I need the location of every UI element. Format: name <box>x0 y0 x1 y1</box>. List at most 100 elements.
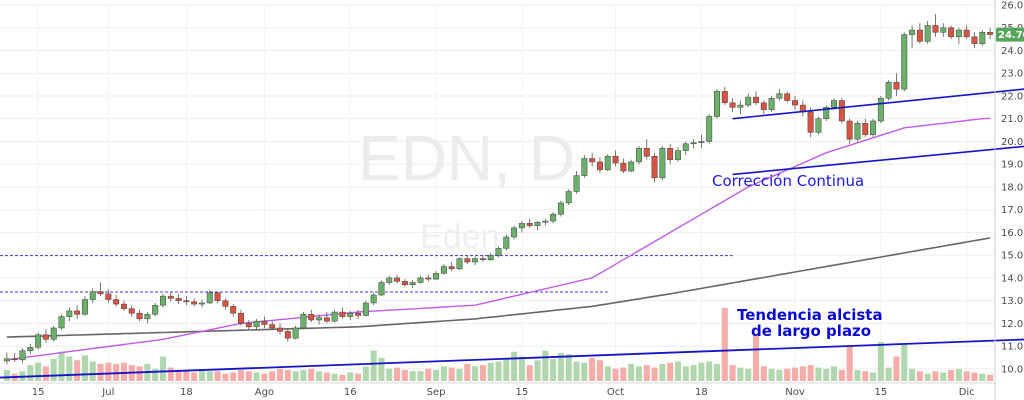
annotation-trend-line1: Tendencia alcista <box>737 306 883 324</box>
candle-body <box>191 301 198 305</box>
volume-bar <box>534 360 541 381</box>
volume-bar <box>323 372 330 381</box>
volume-bar <box>152 368 159 381</box>
y-tick-label: 20.00 <box>1001 137 1024 148</box>
candle-body <box>753 96 759 104</box>
volume-bar <box>433 370 440 381</box>
candle-body <box>768 98 775 110</box>
candle-body <box>74 310 81 315</box>
volume-bar <box>885 367 892 381</box>
candle <box>940 23 947 37</box>
candle-body <box>284 331 291 339</box>
volume-bar <box>159 356 167 381</box>
short-moving-average <box>6 117 991 361</box>
volume-bar <box>729 365 736 381</box>
candle <box>472 256 479 266</box>
candle <box>503 234 510 251</box>
candle <box>316 314 323 325</box>
volume-bar <box>440 366 447 381</box>
candle-body <box>714 91 720 117</box>
volume-bar <box>183 371 190 381</box>
candle-body <box>167 295 174 299</box>
candle-body <box>776 93 783 99</box>
long-term-trendline <box>0 338 1024 379</box>
volume-bar <box>362 366 369 381</box>
candle <box>690 139 697 149</box>
volume-bar <box>674 361 682 381</box>
candle <box>409 280 416 289</box>
trendlines <box>0 88 1024 379</box>
volume-bar <box>401 370 408 381</box>
volume-bar <box>245 371 252 381</box>
candle <box>152 302 159 317</box>
candle-body <box>3 358 10 362</box>
candle-body <box>292 327 299 339</box>
candle <box>916 23 923 44</box>
candle-body <box>331 311 338 322</box>
volume-bar <box>659 363 666 381</box>
volume-bar <box>815 367 822 381</box>
candle-body <box>401 281 408 285</box>
candle <box>979 30 986 46</box>
candle-body <box>963 29 970 38</box>
x-tick-label: Sep <box>427 387 446 398</box>
volume-bar <box>214 371 221 381</box>
volume-bar <box>737 367 744 381</box>
volume-bar <box>846 345 853 381</box>
candle-body <box>760 102 767 110</box>
candle <box>596 157 603 174</box>
volume-bar <box>807 365 814 381</box>
candle <box>425 274 432 282</box>
candle <box>799 100 806 117</box>
candle-body <box>128 308 135 314</box>
volume-bar <box>612 368 619 381</box>
candle-body <box>596 161 603 171</box>
volume-bar <box>768 368 775 381</box>
candle <box>238 309 244 326</box>
candle <box>261 316 268 328</box>
volume-bar <box>495 361 502 381</box>
y-tick-label: 15.00 <box>1001 251 1024 262</box>
volume-bar <box>924 373 931 381</box>
horizontal-levels <box>0 255 733 293</box>
candle-body <box>440 266 447 274</box>
candle-body <box>948 27 955 38</box>
volume-bar <box>487 362 494 381</box>
candle-body <box>35 334 42 348</box>
volume-bar <box>823 368 830 381</box>
volume-bar <box>940 372 947 381</box>
candle <box>963 25 970 40</box>
candle-body <box>105 293 112 300</box>
candle <box>518 221 525 233</box>
candle-body <box>932 25 939 33</box>
candle-body <box>120 303 127 309</box>
candle-body <box>425 277 432 280</box>
candle-body <box>386 277 393 283</box>
volume-bar <box>292 371 299 381</box>
volume-bar <box>557 352 564 381</box>
candle <box>620 158 627 174</box>
candle-body <box>721 91 728 104</box>
time-axis: 15Jul18Ago16Sep15Oct18Nov15Dic16201716 <box>0 382 995 398</box>
last-price-tag-bg <box>996 27 1024 42</box>
x-tick-label: Nov <box>785 387 805 398</box>
moving-averages <box>6 117 991 361</box>
volume-bar <box>963 371 970 381</box>
volume-bar <box>425 368 432 381</box>
candle-body <box>573 175 580 192</box>
candle-body <box>971 36 978 44</box>
candle-body <box>682 143 689 151</box>
volume-bar <box>916 371 923 381</box>
candle <box>206 290 213 305</box>
candle-body <box>11 358 18 361</box>
volume-bar <box>620 367 627 381</box>
candle-body <box>362 302 369 316</box>
volume-bar <box>105 362 112 381</box>
volume-bar <box>315 371 323 381</box>
candle <box>58 314 65 331</box>
x-tick-label: Dic <box>959 387 975 398</box>
candle-body <box>448 266 455 270</box>
volume-bar <box>308 368 315 381</box>
candle-body <box>113 299 120 305</box>
candle <box>550 211 557 224</box>
